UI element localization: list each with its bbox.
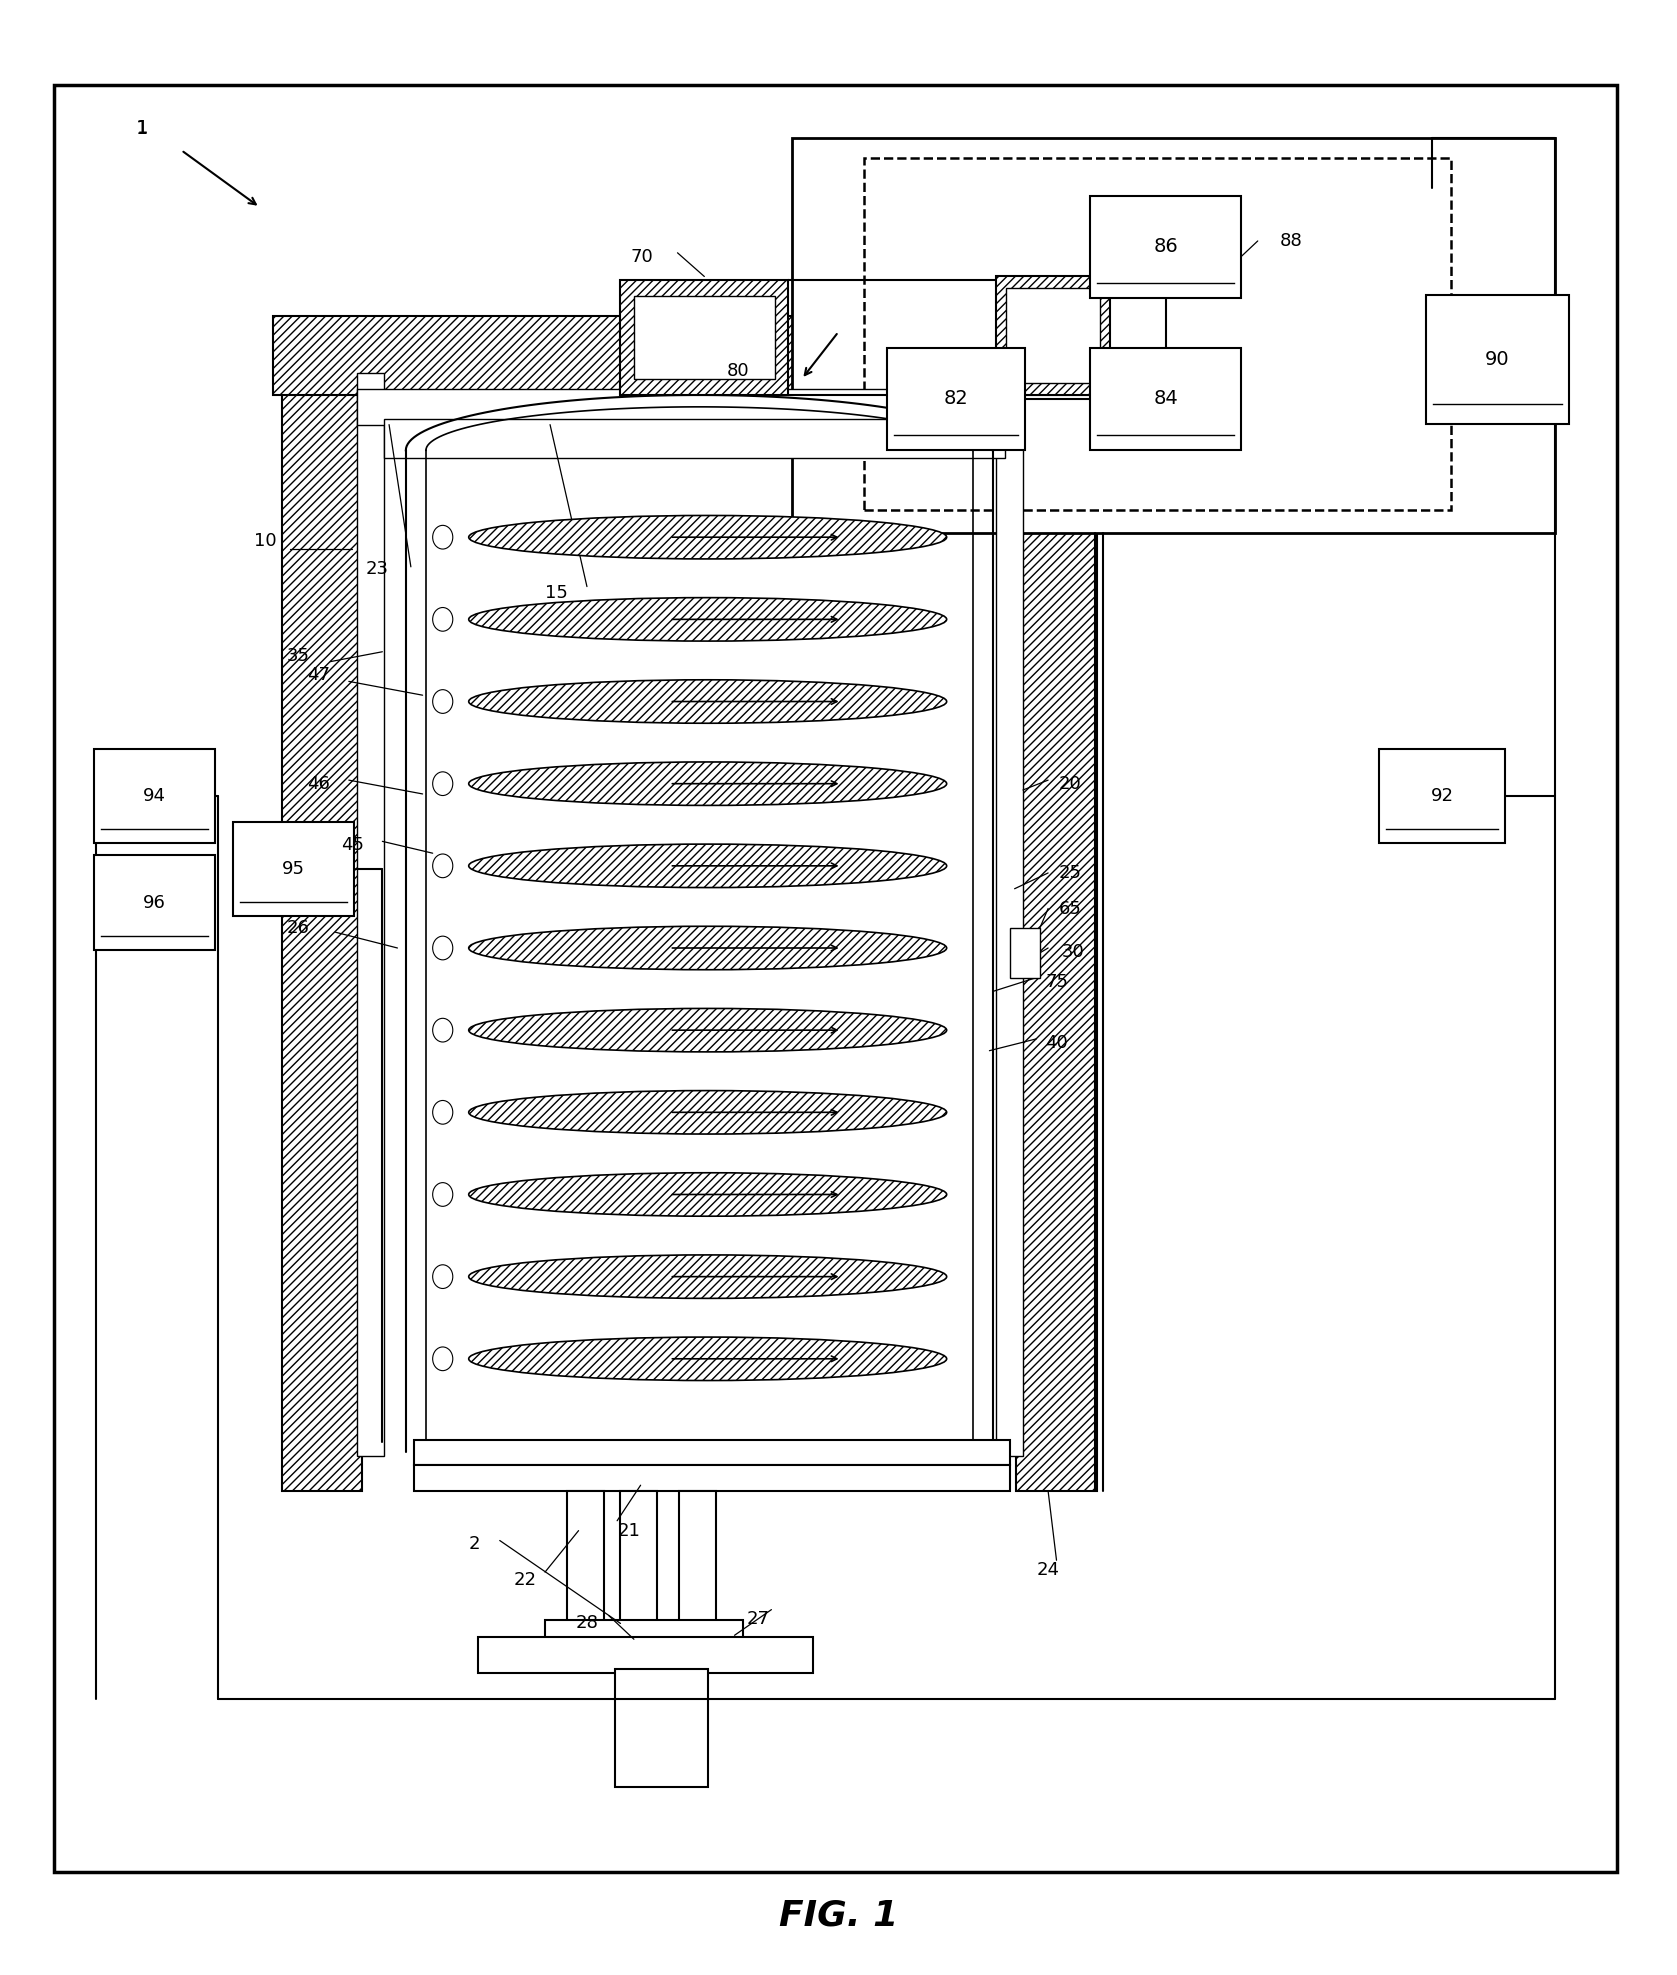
Bar — [1090, 348, 1241, 450]
Text: 70: 70 — [631, 247, 654, 267]
Text: 96: 96 — [143, 893, 166, 912]
Bar — [545, 1620, 743, 1643]
Text: 95: 95 — [282, 859, 305, 879]
Bar — [864, 158, 1451, 510]
Text: 21: 21 — [617, 1521, 641, 1540]
Bar — [1010, 928, 1040, 978]
Text: 25: 25 — [1058, 863, 1082, 883]
Circle shape — [433, 772, 453, 796]
Ellipse shape — [468, 515, 946, 559]
Bar — [1006, 288, 1100, 383]
Bar — [273, 316, 1103, 395]
Text: 86: 86 — [1154, 237, 1177, 257]
Bar — [1425, 294, 1568, 425]
Text: 28: 28 — [575, 1614, 599, 1633]
Ellipse shape — [468, 598, 946, 642]
Bar — [478, 1637, 813, 1673]
Circle shape — [433, 1347, 453, 1371]
Text: FIG. 1: FIG. 1 — [778, 1898, 899, 1934]
Bar — [1016, 356, 1097, 1491]
Bar — [94, 749, 215, 843]
Circle shape — [433, 1264, 453, 1288]
Bar — [792, 138, 1555, 533]
Bar — [282, 356, 362, 1491]
Ellipse shape — [468, 762, 946, 806]
Ellipse shape — [468, 679, 946, 723]
Text: 82: 82 — [944, 389, 968, 409]
Bar — [1090, 196, 1241, 298]
Text: 90: 90 — [1486, 350, 1509, 369]
Text: 88: 88 — [1280, 231, 1303, 251]
Ellipse shape — [468, 926, 946, 970]
Circle shape — [433, 525, 453, 549]
Text: 35: 35 — [287, 646, 310, 666]
Text: 27: 27 — [746, 1610, 770, 1629]
Text: 92: 92 — [1430, 786, 1454, 806]
Text: 1: 1 — [136, 118, 149, 138]
Bar — [357, 389, 1020, 425]
Bar — [634, 296, 775, 379]
Text: 1: 1 — [138, 118, 148, 138]
Circle shape — [433, 853, 453, 877]
Circle shape — [433, 936, 453, 960]
Bar — [1378, 749, 1504, 843]
Bar — [996, 276, 1110, 395]
Text: 22: 22 — [513, 1570, 537, 1590]
Text: 80: 80 — [726, 361, 750, 381]
Text: 15: 15 — [545, 583, 569, 602]
Text: 84: 84 — [1154, 389, 1177, 409]
Text: 24: 24 — [1036, 1560, 1060, 1580]
Bar — [357, 373, 384, 1456]
Ellipse shape — [468, 1090, 946, 1134]
Bar — [615, 1669, 708, 1787]
Bar — [620, 1491, 657, 1629]
Ellipse shape — [468, 1173, 946, 1217]
Text: 45: 45 — [340, 835, 364, 855]
Bar — [414, 1440, 1010, 1465]
Bar — [679, 1491, 716, 1629]
Ellipse shape — [468, 1009, 946, 1053]
Bar — [887, 348, 1025, 450]
Text: 47: 47 — [307, 666, 330, 685]
Circle shape — [433, 1100, 453, 1124]
Ellipse shape — [468, 843, 946, 887]
Bar — [996, 373, 1023, 1456]
Text: 75: 75 — [1045, 972, 1068, 991]
Circle shape — [433, 689, 453, 713]
Bar — [94, 855, 215, 950]
Bar — [414, 1465, 1010, 1491]
Text: 2: 2 — [470, 1535, 480, 1554]
Text: 65: 65 — [1058, 899, 1082, 918]
Bar — [233, 822, 354, 916]
Text: 20: 20 — [1058, 774, 1082, 794]
Circle shape — [433, 1019, 453, 1043]
Text: 30: 30 — [1062, 942, 1085, 962]
Text: 26: 26 — [287, 918, 310, 938]
Text: 40: 40 — [1045, 1033, 1068, 1053]
Bar — [384, 419, 1005, 458]
Text: 94: 94 — [143, 786, 166, 806]
Text: 23: 23 — [366, 559, 389, 579]
Circle shape — [433, 608, 453, 632]
Text: 10: 10 — [253, 531, 277, 551]
Bar — [620, 280, 788, 395]
Text: 46: 46 — [307, 774, 330, 794]
Bar — [567, 1491, 604, 1629]
Circle shape — [433, 1183, 453, 1207]
Ellipse shape — [468, 1337, 946, 1381]
Ellipse shape — [468, 1254, 946, 1298]
